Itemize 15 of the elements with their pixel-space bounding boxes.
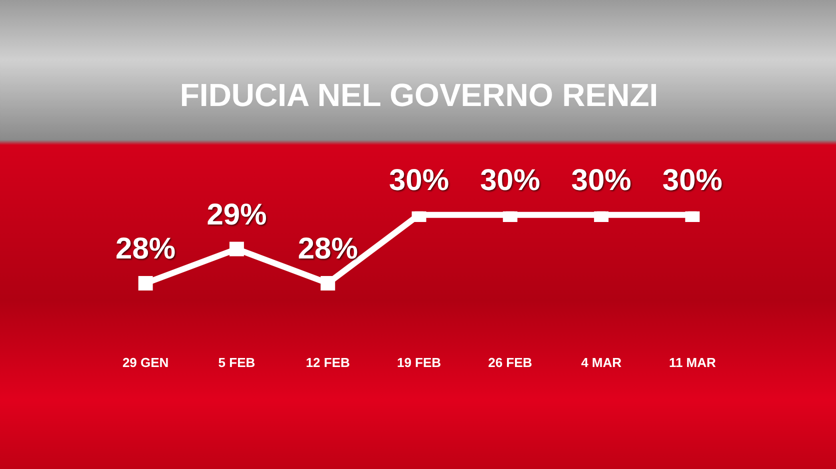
x-tick-label: 11 MAR <box>668 354 717 370</box>
data-label: 28% <box>116 232 176 266</box>
chart-title: FIDUCIA NEL GOVERNO RENZI <box>180 77 658 114</box>
x-tick-label: 26 FEB <box>488 354 532 370</box>
x-tick-label: 12 FEB <box>306 354 350 370</box>
x-tick-label: 5 FEB <box>218 354 256 370</box>
x-tick-label: 19 FEB <box>396 354 442 370</box>
x-tick-label: 29 GEN <box>122 354 169 370</box>
data-label: 29% <box>206 198 267 232</box>
data-label: 30% <box>662 164 722 198</box>
data-label: 30% <box>388 164 450 198</box>
data-label: 28% <box>298 232 358 266</box>
x-tick-label: 4 MAR <box>581 354 622 370</box>
data-label: 30% <box>480 164 540 198</box>
data-label: 30% <box>571 164 632 198</box>
